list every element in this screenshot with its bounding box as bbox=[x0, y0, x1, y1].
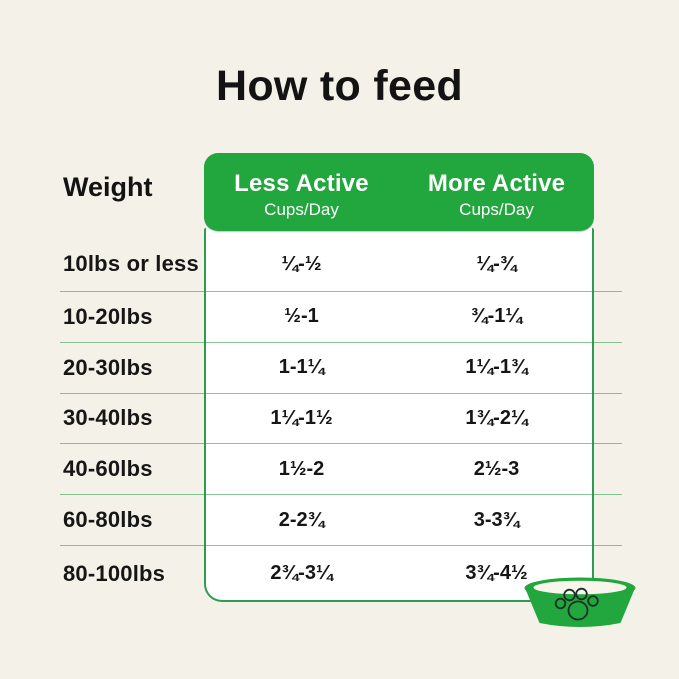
more-active-column-header: More Active Cups/Day bbox=[399, 153, 594, 231]
table-row: 80-100lbs 2¾-3¼ 3¾-4½ bbox=[60, 546, 622, 602]
less-active-value: 1¼-1½ bbox=[270, 406, 333, 429]
more-active-value: ¾-1¼ bbox=[470, 305, 523, 328]
table-row: 10-20lbs ½-1 ¾-1¼ bbox=[60, 292, 622, 343]
table-row: 40-60lbs 1½-2 2½-3 bbox=[60, 444, 622, 496]
weight-label: 80-100lbs bbox=[63, 560, 166, 586]
weight-column-header: Weight bbox=[63, 172, 153, 202]
paw-print-icon bbox=[554, 587, 599, 621]
table-row: 20-30lbs 1-1¼ 1¼-1¾ bbox=[60, 343, 622, 394]
more-active-value: 1¾-2¼ bbox=[465, 406, 528, 429]
more-active-value: 1¼-1¾ bbox=[465, 356, 528, 379]
table-row: 30-40lbs 1¼-1½ 1¾-2¼ bbox=[60, 394, 622, 445]
less-active-value: 1-1¼ bbox=[278, 356, 325, 379]
table-row: 10lbs or less ¼-½ ¼-¾ bbox=[60, 231, 622, 292]
less-active-value: ¼-½ bbox=[281, 252, 322, 275]
less-active-column-header: Less Active Cups/Day bbox=[204, 153, 399, 231]
table-header: Less Active Cups/Day More Active Cups/Da… bbox=[204, 153, 594, 231]
weight-label: 40-60lbs bbox=[63, 456, 153, 482]
less-active-value: ½-1 bbox=[284, 305, 319, 328]
weight-label: 10lbs or less bbox=[63, 251, 199, 276]
more-active-value: ¼-¾ bbox=[476, 252, 517, 275]
less-active-value: 2¾-3¼ bbox=[270, 562, 333, 585]
weight-label: 20-30lbs bbox=[63, 354, 153, 380]
dog-bowl-icon bbox=[524, 577, 636, 627]
table-rows: 10lbs or less ¼-½ ¼-¾ 10-20lbs ½-1 ¾-1¼ … bbox=[60, 231, 622, 602]
less-active-value: 1½-2 bbox=[278, 457, 325, 480]
less-active-label: Less Active bbox=[234, 169, 369, 197]
more-active-value: 2½-3 bbox=[473, 457, 520, 480]
weight-label: 60-80lbs bbox=[63, 507, 153, 533]
page-title: How to feed bbox=[216, 62, 463, 110]
table-row: 60-80lbs 2-2¾ 3-3¾ bbox=[60, 495, 622, 546]
more-active-value: 3¾-4½ bbox=[465, 562, 528, 585]
weight-label: 10-20lbs bbox=[63, 303, 153, 329]
table-panel bbox=[204, 228, 594, 602]
less-active-value: 2-2¾ bbox=[278, 508, 325, 531]
weight-label: 30-40lbs bbox=[63, 405, 153, 431]
more-active-value: 3-3¾ bbox=[473, 508, 520, 531]
more-active-label: More Active bbox=[427, 169, 566, 197]
more-active-cups-per-day-label: Cups/Day bbox=[459, 199, 534, 219]
less-active-cups-per-day-label: Cups/Day bbox=[264, 199, 339, 219]
